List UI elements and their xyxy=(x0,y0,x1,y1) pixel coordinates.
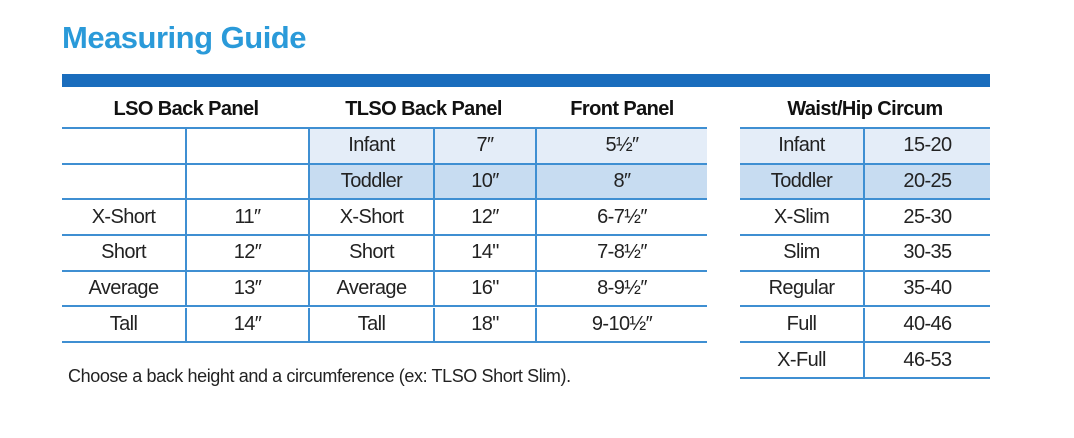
size-label: Short xyxy=(310,236,435,272)
circumference-range: 20-25 xyxy=(865,164,990,201)
front-panel-value: 8-9½″ xyxy=(537,272,707,308)
size-value: 13″ xyxy=(187,271,310,308)
size-value: 12″ xyxy=(435,200,537,237)
front-panel-value: 7-8½″ xyxy=(537,236,707,272)
size-value: 16" xyxy=(435,271,537,308)
size-label: Infant xyxy=(310,129,435,165)
column-header: LSO Back Panel xyxy=(62,92,310,129)
size-label: Average xyxy=(62,271,187,308)
front-panel-value: 5½″ xyxy=(537,129,707,165)
size-value: 12″ xyxy=(187,236,310,272)
circumference-range: 40-46 xyxy=(865,308,990,344)
size-label: Toddler xyxy=(310,164,435,201)
circumference-range: 35-40 xyxy=(865,272,990,308)
note: Choose a back height and a circumference… xyxy=(68,366,571,386)
circumference-label: X-Full xyxy=(740,343,865,379)
size-value: 7″ xyxy=(435,129,537,165)
column-header: Waist/Hip Circum xyxy=(740,92,990,129)
size-value: 11″ xyxy=(187,200,310,237)
size-value: 18" xyxy=(435,307,537,344)
size-label: X-Short xyxy=(62,200,187,237)
column-header: Front Panel xyxy=(537,92,707,129)
circumference-range: 30-35 xyxy=(865,236,990,272)
size-value: 14″ xyxy=(187,307,310,344)
size-label: Tall xyxy=(62,307,187,344)
column-header: TLSO Back Panel xyxy=(310,92,537,129)
circumference-label: Slim xyxy=(740,236,865,272)
front-panel-value: 9-10½″ xyxy=(537,308,707,344)
size-label: Average xyxy=(310,271,435,308)
size-value: 10″ xyxy=(435,164,537,201)
size-label: Short xyxy=(62,236,187,272)
circumference-label: Toddler xyxy=(740,164,865,201)
empty-cell xyxy=(62,129,187,165)
circumference-range: 25-30 xyxy=(865,200,990,237)
circumference-label: Infant xyxy=(740,129,865,165)
circumference-range: 46-53 xyxy=(865,343,990,379)
circumference-label: X-Slim xyxy=(740,200,865,237)
empty-cell xyxy=(62,164,187,201)
circumference-label: Full xyxy=(740,307,865,344)
empty-cell xyxy=(187,129,310,165)
size-value: 14" xyxy=(435,236,537,272)
header-bar xyxy=(62,74,990,87)
title: Measuring Guide xyxy=(62,20,306,55)
empty-cell xyxy=(187,164,310,201)
circumference-label: Regular xyxy=(740,271,865,308)
front-panel-value: 6-7½″ xyxy=(537,200,707,237)
size-label: X-Short xyxy=(310,200,435,237)
front-panel-value: 8″ xyxy=(537,164,707,201)
circumference-range: 15-20 xyxy=(865,129,990,165)
size-label: Tall xyxy=(310,307,435,344)
